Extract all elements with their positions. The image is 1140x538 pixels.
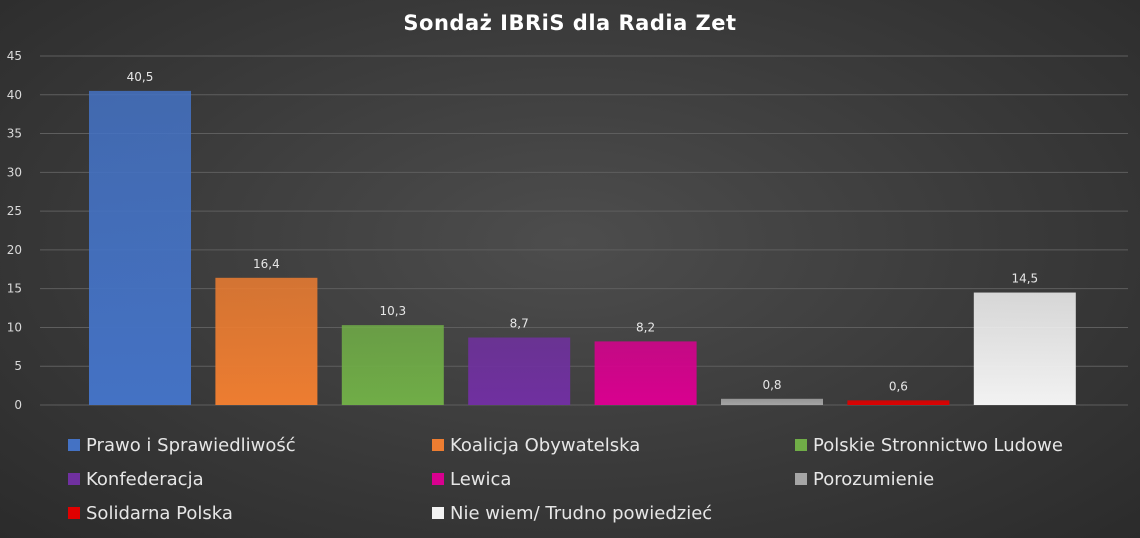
- legend-item: Solidarna Polska: [68, 503, 233, 524]
- legend-swatch: [432, 439, 444, 451]
- legend-label: Lewica: [450, 469, 511, 490]
- y-tick-label: 5: [14, 359, 22, 373]
- data-label: 14,5: [1011, 272, 1038, 286]
- legend-label: Konfederacja: [86, 469, 204, 490]
- y-tick-label: 40: [7, 88, 22, 102]
- data-label: 8,7: [510, 317, 529, 331]
- bar: [468, 337, 571, 405]
- legend-swatch: [795, 473, 807, 485]
- bar: [341, 325, 444, 405]
- y-tick-label: 45: [7, 49, 22, 63]
- y-axis-ticks: 0 5 10 15 20 25 30 35 40 45: [7, 49, 22, 412]
- bar: [847, 400, 950, 405]
- data-label: 8,2: [636, 320, 655, 334]
- data-label: 10,3: [379, 304, 406, 318]
- legend-item: Koalicja Obywatelska: [432, 435, 640, 456]
- legend-label: Porozumienie: [813, 469, 934, 490]
- bar: [973, 292, 1076, 405]
- legend-label: Koalicja Obywatelska: [450, 435, 640, 456]
- bar: [89, 90, 191, 406]
- y-tick-label: 10: [7, 320, 22, 334]
- legend-swatch: [432, 507, 444, 519]
- legend-item: Polskie Stronnictwo Ludowe: [795, 435, 1063, 456]
- bar: [215, 277, 318, 405]
- data-label: 0,8: [762, 378, 781, 392]
- data-labels: 40,5 16,4 10,3 8,7 8,2 0,8 0,6 14,5: [127, 70, 1039, 393]
- legend-item: Konfederacja: [68, 469, 204, 490]
- y-tick-label: 20: [7, 243, 22, 257]
- y-tick-label: 15: [7, 282, 22, 296]
- bars: [89, 90, 1076, 406]
- legend-item: Porozumienie: [795, 469, 934, 490]
- bar: [594, 341, 697, 405]
- legend-label: Polskie Stronnictwo Ludowe: [813, 435, 1063, 456]
- legend-swatch: [795, 439, 807, 451]
- legend-label: Solidarna Polska: [86, 503, 233, 524]
- legend-label: Nie wiem/ Trudno powiedzieć: [450, 503, 712, 524]
- bar: [721, 398, 823, 405]
- legend-item: Nie wiem/ Trudno powiedzieć: [432, 503, 712, 524]
- gridlines: [40, 55, 1128, 406]
- legend-swatch: [432, 473, 444, 485]
- data-label: 16,4: [253, 257, 280, 271]
- data-label: 40,5: [127, 70, 154, 84]
- chart-title: Sondaż IBRiS dla Radia Zet: [403, 11, 736, 35]
- y-tick-label: 35: [7, 127, 22, 141]
- data-label: 0,6: [889, 379, 908, 393]
- y-tick-label: 0: [14, 398, 22, 412]
- legend-swatch: [68, 473, 80, 485]
- legend: Prawo i Sprawiedliwość Koalicja Obywatels…: [68, 435, 1063, 524]
- legend-swatch: [68, 439, 80, 451]
- legend-item: Lewica: [432, 469, 511, 490]
- legend-item: Prawo i Sprawiedliwość: [68, 435, 296, 456]
- y-tick-label: 25: [7, 204, 22, 218]
- legend-label: Prawo i Sprawiedliwość: [86, 435, 296, 456]
- y-tick-label: 30: [7, 165, 22, 179]
- legend-swatch: [68, 507, 80, 519]
